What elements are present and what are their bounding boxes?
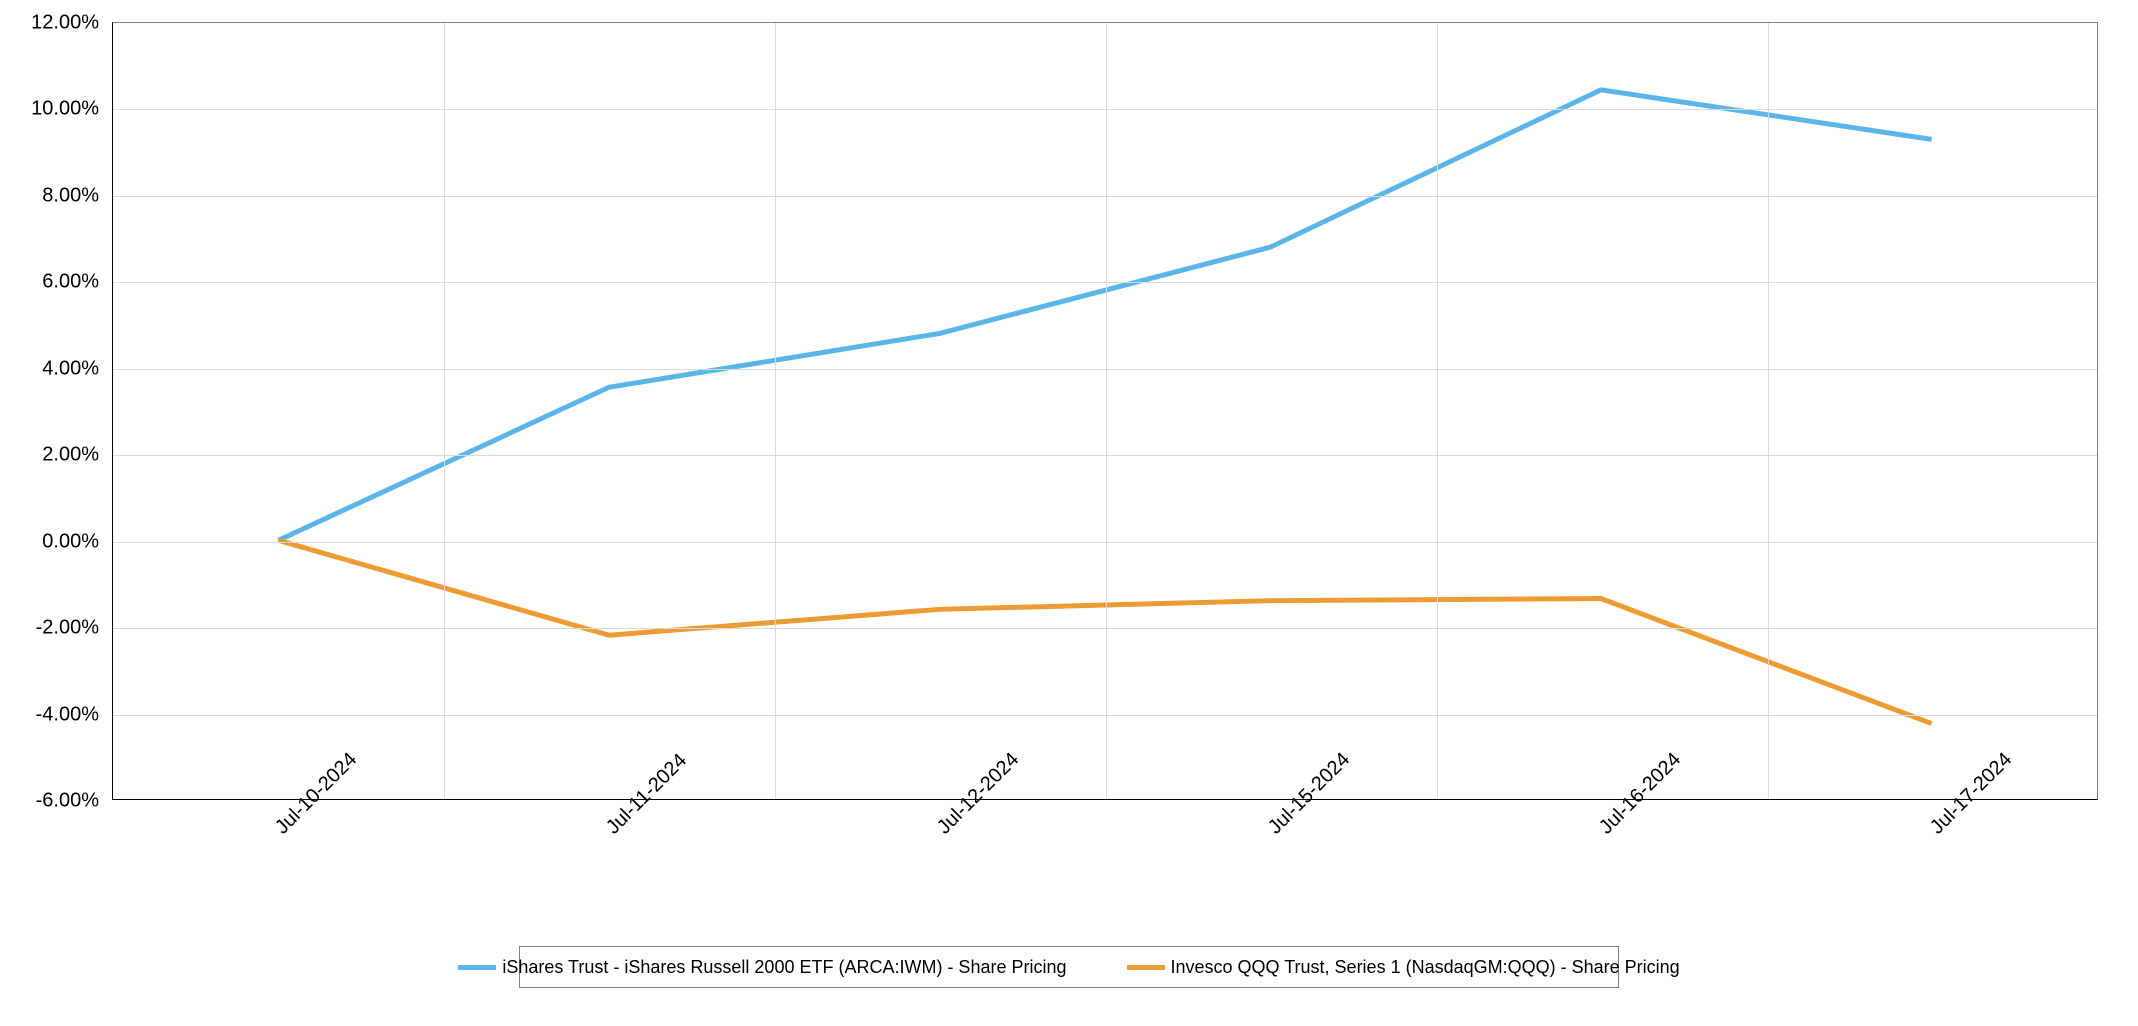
legend-swatch: [458, 965, 496, 970]
y-tick-label: 12.00%: [31, 12, 113, 35]
legend-label: iShares Trust - iShares Russell 2000 ETF…: [502, 957, 1066, 978]
line-chart: 12.00% 10.00% 8.00% 6.00% 4.00% 2.00% 0.00% -2.…: [0, 0, 2138, 1026]
gridline-vertical: [775, 23, 776, 799]
y-tick-label: -4.00%: [36, 703, 113, 726]
series-lines: [113, 23, 2097, 799]
gridline-horizontal: [113, 196, 2097, 197]
y-tick-label: -2.00%: [36, 617, 113, 640]
y-tick-label: 10.00%: [31, 98, 113, 121]
y-tick-label: 0.00%: [42, 530, 113, 553]
legend: iShares Trust - iShares Russell 2000 ETF…: [519, 946, 1619, 988]
y-tick-label: 4.00%: [42, 357, 113, 380]
legend-item-qqq: Invesco QQQ Trust, Series 1 (NasdaqGM:QQ…: [1127, 957, 1680, 978]
gridline-horizontal: [113, 628, 2097, 629]
plot-area: 12.00%10.00%8.00%6.00%4.00%2.00%0.00%-2.…: [112, 22, 2098, 800]
gridline-horizontal: [113, 455, 2097, 456]
series-line-iwm: [278, 90, 1931, 541]
gridline-vertical: [1437, 23, 1438, 799]
gridline-vertical: [444, 23, 445, 799]
gridline-vertical: [1106, 23, 1107, 799]
series-line-qqq: [278, 540, 1931, 723]
gridline-vertical: [1768, 23, 1769, 799]
legend-item-iwm: iShares Trust - iShares Russell 2000 ETF…: [458, 957, 1066, 978]
gridline-horizontal: [113, 542, 2097, 543]
gridline-horizontal: [113, 282, 2097, 283]
gridline-horizontal: [113, 109, 2097, 110]
y-tick-label: 6.00%: [42, 271, 113, 294]
legend-swatch: [1127, 965, 1165, 970]
y-tick-label: 8.00%: [42, 184, 113, 207]
y-tick-label: 2.00%: [42, 444, 113, 467]
gridline-horizontal: [113, 369, 2097, 370]
gridline-horizontal: [113, 715, 2097, 716]
y-tick-label: -6.00%: [36, 790, 113, 813]
legend-label: Invesco QQQ Trust, Series 1 (NasdaqGM:QQ…: [1171, 957, 1680, 978]
